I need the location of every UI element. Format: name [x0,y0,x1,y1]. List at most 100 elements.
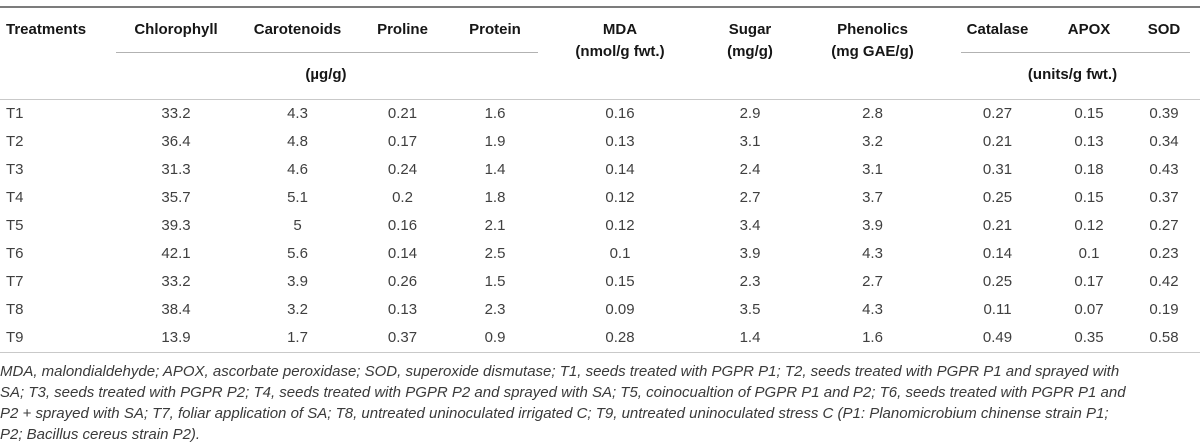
value-cell: 0.49 [945,323,1050,353]
value-cell: 0.13 [605,133,635,150]
treatment-label: T4 [6,189,24,206]
value-cell: 1.4 [484,161,506,178]
value-cell: 0.34 [1149,133,1179,150]
value-cell: 0.17 [1074,273,1104,290]
col-header-apox: APOX [1067,21,1111,38]
table-row-t9: T9 13.9 1.7 0.37 0.9 0.28 1.4 1.6 0.49 0.35 0.58 [0,323,1200,353]
table-footnote: MDA, malondialdehyde; APOX, ascorbate pe… [0,361,1200,445]
value-cell: 0.18 [1074,161,1104,178]
value-cell: 0.28 [540,323,700,353]
group-unit-label: (units/g fwt.) [1027,66,1118,83]
group-unit-1: (units/g fwt.) [945,52,1200,99]
value-cell: 1.4 [700,323,800,353]
value-cell: 0.25 [982,189,1013,206]
col-header-unit: (mg GAE/g) [831,43,914,60]
value-cell: 0.13 [387,301,418,318]
value-cell: 0.27 [945,98,1050,128]
col-header-label: MDA [602,21,638,38]
value-cell: 4.3 [240,98,355,128]
treatment-label: T2 [6,133,24,150]
table-row-t4: T4 35.7 5.1 0.2 1.8 0.12 2.7 3.7 0.25 0.15 0.37 [0,184,1200,212]
value-cell: 0.1 [609,245,631,262]
value-cell: 0.12 [1074,217,1104,234]
col-header-phenolics: Phenolics (mg GAE/g) [800,8,945,99]
col-header-unit: (mg/g) [727,43,773,60]
group-unit-label: (µg/g) [305,66,347,83]
value-cell: 0.21 [982,133,1013,150]
value-cell: 39.3 [161,217,191,234]
value-cell: 3.2 [287,301,308,318]
value-cell: 2.7 [862,273,883,290]
table-row-t6: T6 42.1 5.6 0.14 2.5 0.1 3.9 4.3 0.14 0.1 0.23 [0,240,1200,268]
value-cell: 0.17 [387,133,418,150]
value-cell: 1.7 [240,323,355,353]
col-header-treatments: Treatments [6,21,87,38]
col-header-label: Sugar [728,21,772,38]
value-cell: 0.15 [1050,98,1128,128]
value-cell: 0.37 [1149,189,1179,206]
value-cell: 3.9 [287,273,308,290]
col-header-sod: SOD [1147,21,1181,38]
value-cell: 5.1 [287,189,308,206]
value-cell: 33.2 [161,273,191,290]
treatment-label: T6 [6,245,24,262]
footnote-line: SA; T3, seeds treated with PGPR P2; T4, … [0,383,1126,401]
footnote-line: P2; Bacillus cereus strain P2). [0,425,201,443]
value-cell: 2.4 [739,161,761,178]
value-cell: 4.3 [862,301,883,318]
value-cell: 4.8 [287,133,308,150]
value-cell: 3.1 [739,133,761,150]
value-cell: 0.26 [387,273,418,290]
value-cell: 4.3 [862,245,883,262]
value-cell: 0.58 [1128,323,1200,353]
col-header-carotenoids: Carotenoids [253,21,342,38]
value-cell: 0.13 [1074,133,1104,150]
value-cell: 0.35 [1050,323,1128,353]
value-cell: 4.6 [287,161,308,178]
value-cell: 0.16 [387,217,418,234]
col-header-sugar: Sugar (mg/g) [700,8,800,99]
value-cell: 2.1 [484,217,506,234]
results-table: Treatments Chlorophyll Carotenoids Proline P… [0,8,1200,353]
col-header-catalase: Catalase [966,21,1029,38]
value-cell: 0.9 [450,323,540,353]
value-cell: 0.14 [605,161,635,178]
col-header-unit: (nmol/g fwt.) [575,43,665,60]
table-body: T1 33.2 4.3 0.21 1.6 0.16 2.9 2.8 0.27 0.15 0.39 T2… [0,98,1200,353]
table-row-t3: T3 31.3 4.6 0.24 1.4 0.14 2.4 3.1 0.31 0.18 0.43 [0,156,1200,184]
value-cell: 0.21 [982,217,1013,234]
value-cell: 0.11 [983,301,1012,318]
value-cell: 3.5 [739,301,761,318]
value-cell: 0.15 [605,273,635,290]
value-cell: 3.9 [862,217,883,234]
value-cell: 0.16 [540,98,700,128]
value-cell: 0.09 [605,301,635,318]
group-span-rule [961,52,1190,53]
value-cell: 3.2 [862,133,883,150]
value-cell: 31.3 [161,161,191,178]
value-cell: 1.5 [484,273,506,290]
value-cell: 0.12 [605,189,635,206]
value-cell: 0.25 [982,273,1013,290]
table-header: Treatments Chlorophyll Carotenoids Proline P… [0,8,1200,99]
value-cell: 0.19 [1149,301,1179,318]
value-cell: 0.23 [1149,245,1179,262]
value-cell: 0.14 [982,245,1013,262]
value-cell: 0.2 [392,189,413,206]
value-cell: 0.42 [1149,273,1179,290]
value-cell: 3.4 [739,217,761,234]
value-cell: 35.7 [161,189,191,206]
value-cell: 3.7 [862,189,883,206]
value-cell: 2.7 [739,189,761,206]
value-cell: 2.8 [800,98,945,128]
value-cell: 0.12 [605,217,635,234]
value-cell: 0.27 [1149,217,1179,234]
value-cell: 0.21 [355,98,450,128]
group-span-rule [116,52,538,53]
value-cell: 2.9 [700,98,800,128]
value-cell: 1.6 [450,98,540,128]
table-row-t2: T2 36.4 4.8 0.17 1.9 0.13 3.1 3.2 0.21 0.13 0.34 [0,128,1200,156]
group-unit-0: (µg/g) [112,52,540,99]
value-cell: 0.24 [387,161,418,178]
value-cell: 0.37 [355,323,450,353]
